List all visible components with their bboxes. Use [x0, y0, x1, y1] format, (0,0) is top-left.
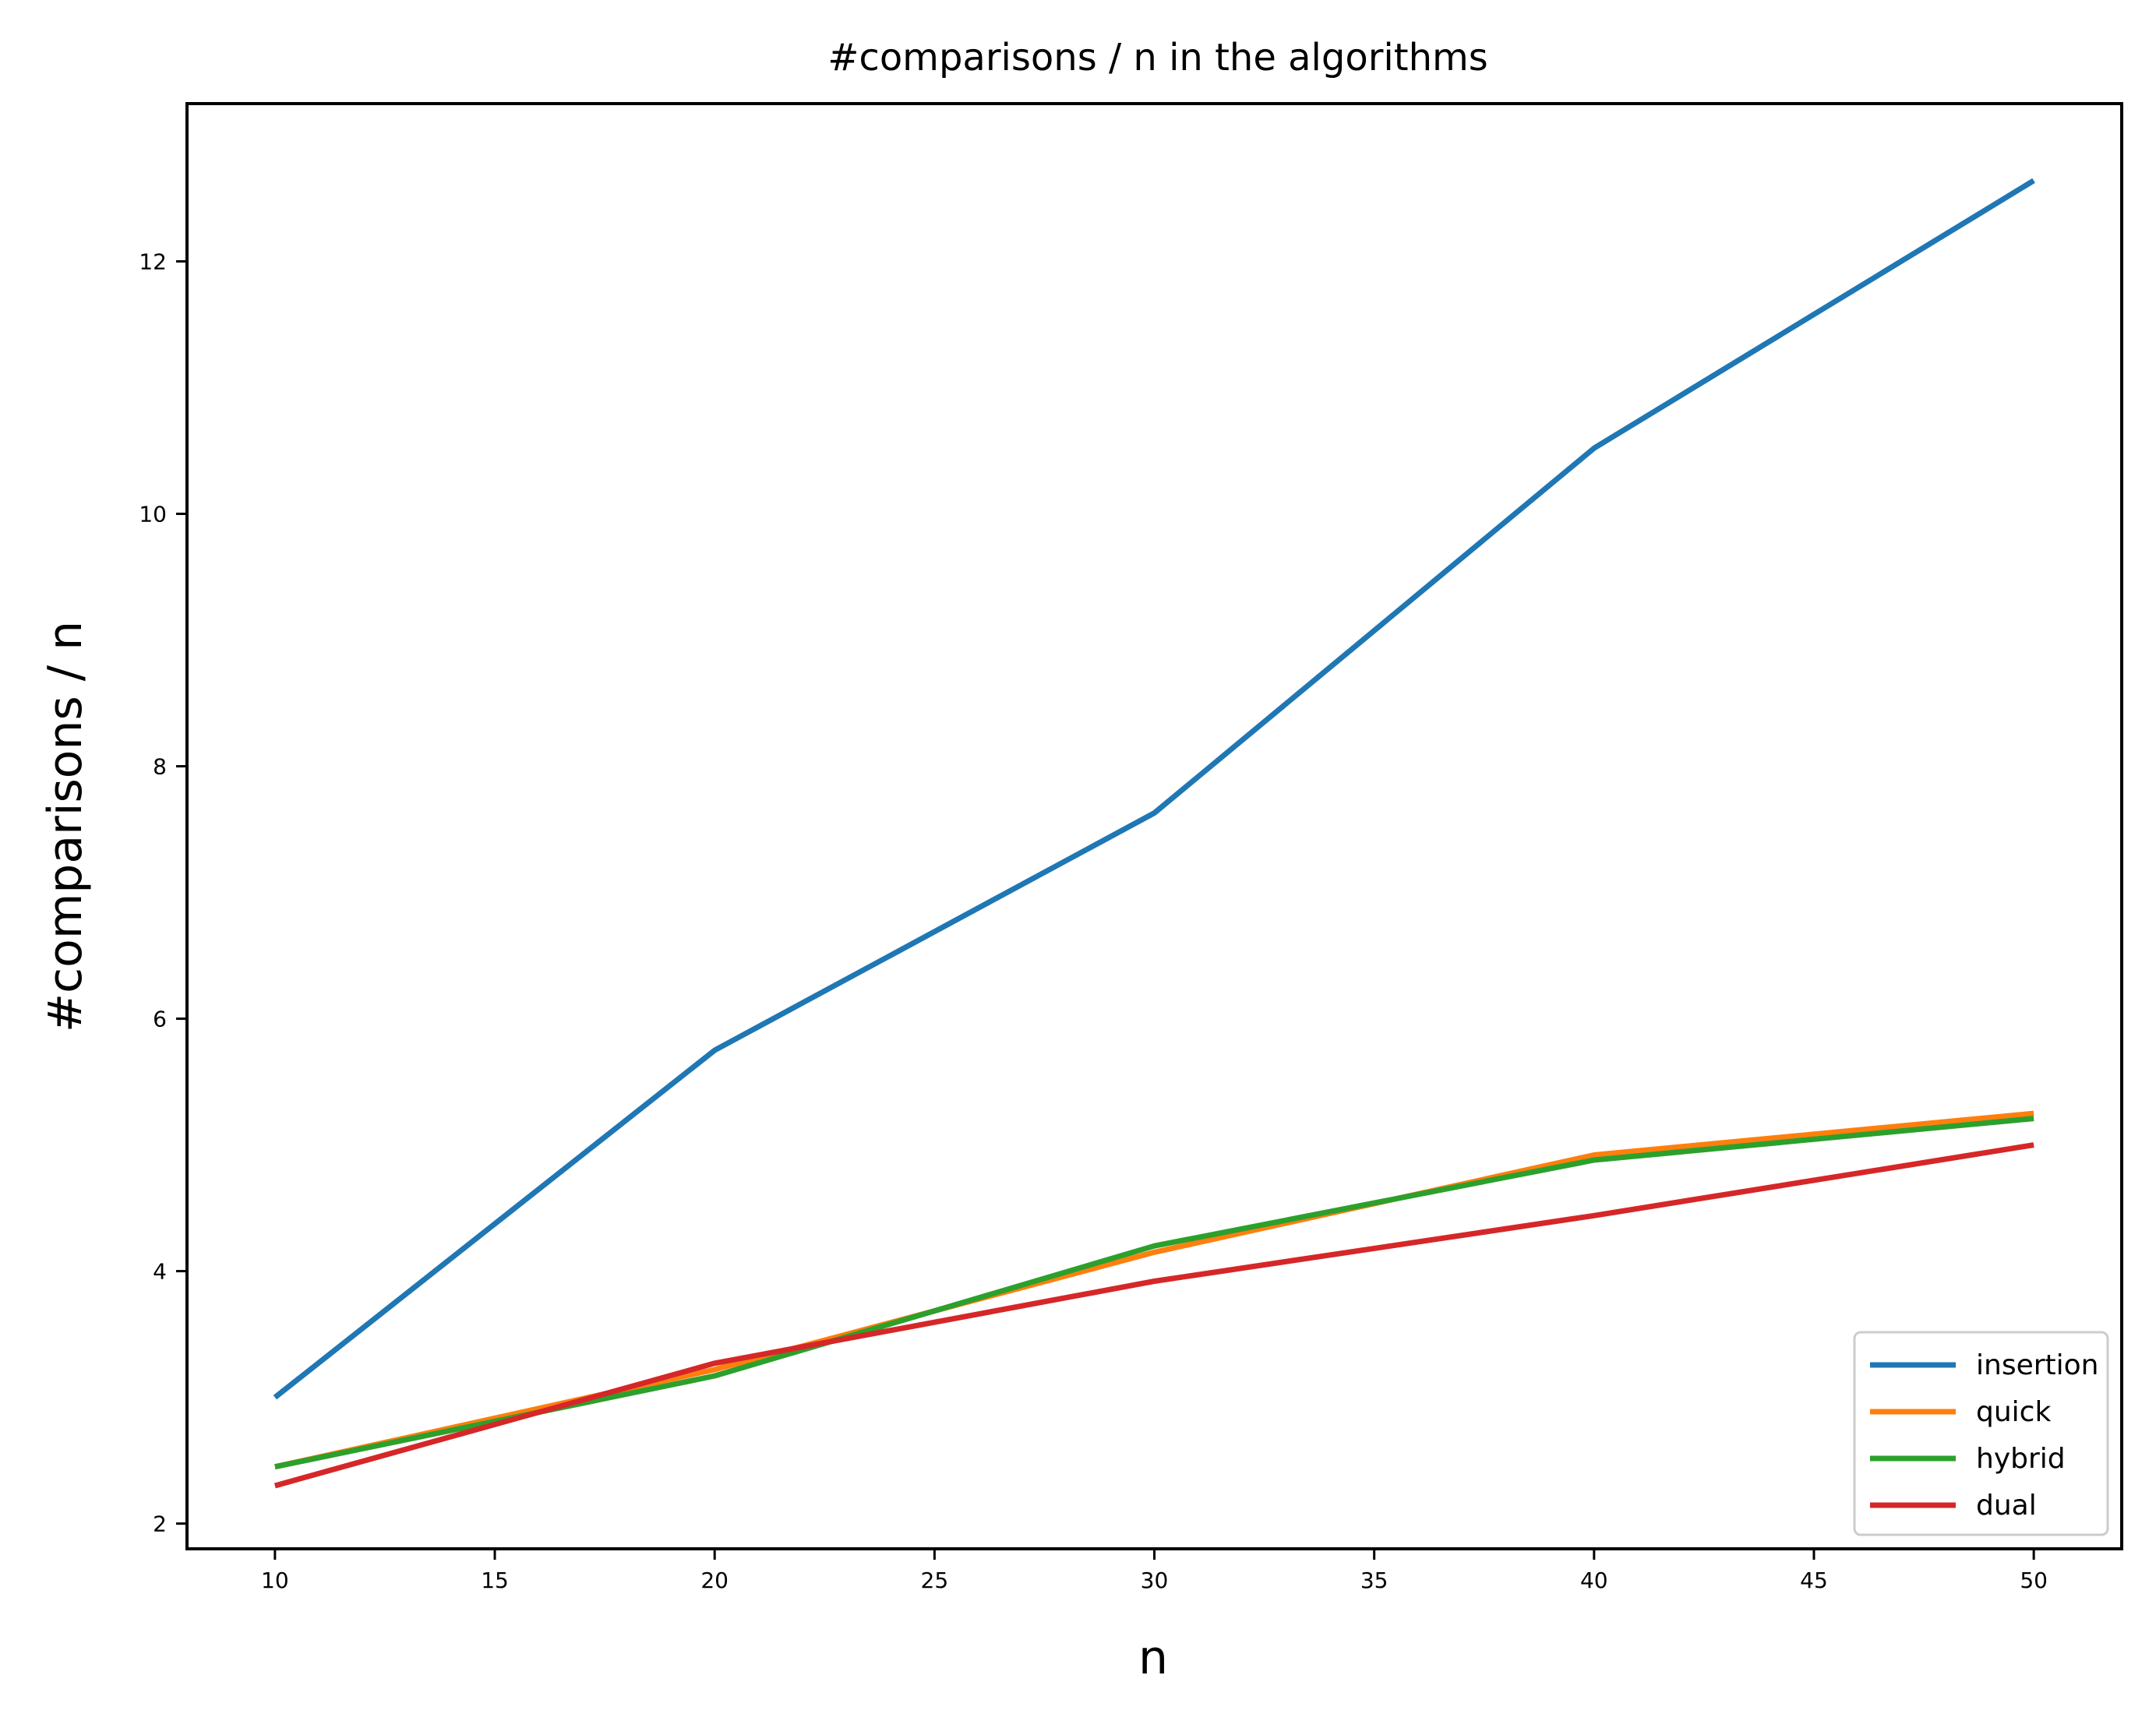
y-tick-label: 6	[153, 1007, 167, 1032]
y-tick-label: 12	[139, 249, 167, 275]
legend-label-insertion: insertion	[1976, 1349, 2098, 1381]
x-tick-label: 15	[481, 1568, 509, 1593]
x-tick-label: 45	[1800, 1568, 1828, 1593]
legend-label-hybrid: hybrid	[1976, 1443, 2066, 1475]
series-layer	[273, 178, 2035, 1489]
x-tick-label: 50	[2020, 1568, 2048, 1593]
x-tick-label: 20	[700, 1568, 729, 1593]
legend-label-quick: quick	[1976, 1396, 2051, 1428]
x-tick-label: 40	[1580, 1568, 1608, 1593]
legend-label-dual: dual	[1976, 1490, 2037, 1522]
y-tick-label: 4	[153, 1259, 167, 1285]
y-axis: 2 4 6 8 10 12	[139, 249, 187, 1537]
x-axis-label: n	[1138, 1631, 1168, 1685]
legend: insertion quick hybrid dual	[1853, 1331, 2109, 1536]
y-axis-label: #comparisons / n	[38, 621, 93, 1032]
series-line-dual	[273, 1142, 2034, 1489]
y-tick-label: 2	[153, 1511, 167, 1537]
legend-box	[1853, 1331, 2109, 1536]
x-axis: 10 15 20 25 30 35 40 45 50	[261, 1549, 2048, 1593]
chart-title: #comparisons / n in the algorithms	[827, 36, 1488, 79]
x-tick-label: 10	[261, 1568, 289, 1593]
y-tick-label: 10	[139, 502, 167, 527]
plot-frame	[185, 102, 2123, 1550]
series-line-insertion	[273, 178, 2035, 1400]
x-tick-label: 30	[1141, 1568, 1169, 1593]
x-tick-label: 25	[921, 1568, 949, 1593]
y-tick-label: 8	[153, 754, 167, 780]
x-tick-label: 35	[1360, 1568, 1389, 1593]
